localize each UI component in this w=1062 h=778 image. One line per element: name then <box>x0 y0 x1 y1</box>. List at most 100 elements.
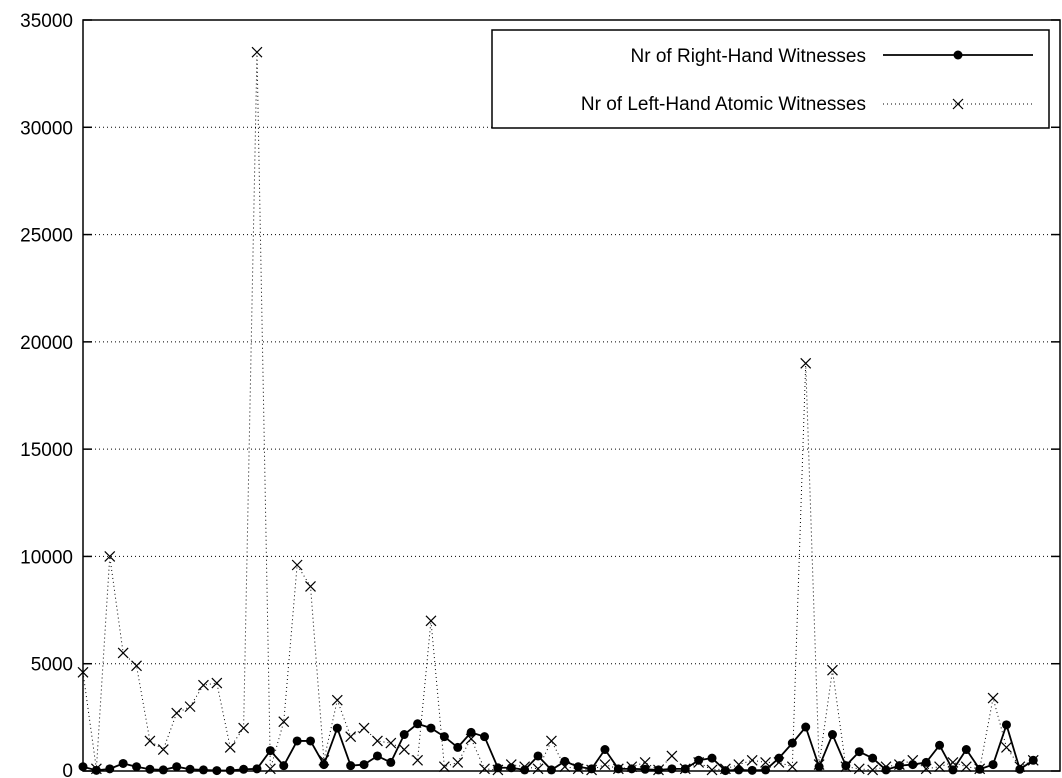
series-point <box>117 647 129 659</box>
series-line <box>82 721 1034 772</box>
grid-lines <box>83 126 1060 665</box>
series-point <box>493 763 503 773</box>
series-point <box>948 765 958 775</box>
series-point <box>801 722 811 732</box>
series-point <box>760 756 771 768</box>
series-point <box>425 615 437 627</box>
legend-label-right-hand: Nr of Right-Hand Witnesses <box>631 46 866 67</box>
plot-series <box>77 46 1039 776</box>
series-point <box>452 756 464 768</box>
legend-box <box>491 29 1050 129</box>
legend-label-left-hand: Nr of Left-Hand Atomic Witnesses <box>581 94 866 115</box>
series-point <box>239 764 249 774</box>
series-point <box>453 742 463 752</box>
series-point <box>707 753 717 763</box>
legend: Nr of Right-Hand Witnesses Nr of Left-Ha… <box>491 29 1050 129</box>
series-point <box>292 736 302 746</box>
series-point <box>653 765 663 775</box>
series-point <box>346 761 356 771</box>
series-point <box>532 763 544 775</box>
legend-swatch-right-hand <box>883 50 1033 60</box>
series-point <box>961 745 971 755</box>
series-left-hand <box>77 46 1039 776</box>
series-point <box>694 755 704 765</box>
series-point <box>960 761 972 773</box>
y-tick-label: 25000 <box>20 226 73 247</box>
series-point <box>706 764 718 776</box>
series-point <box>319 760 329 770</box>
series-point <box>921 757 931 767</box>
series-point <box>1015 764 1025 774</box>
series-point <box>399 730 409 740</box>
series-point <box>734 765 744 775</box>
y-tick-label: 35000 <box>20 11 73 32</box>
series-point <box>746 754 758 766</box>
series-point <box>157 744 169 755</box>
series-point <box>385 737 397 749</box>
series-point <box>599 759 611 770</box>
series-point <box>666 750 678 762</box>
series-point <box>640 764 650 774</box>
series-point <box>894 761 904 771</box>
series-point <box>1001 741 1012 753</box>
series-point <box>787 738 797 748</box>
series-point <box>520 765 530 775</box>
series-point <box>345 731 357 743</box>
series-point <box>573 762 583 772</box>
y-tick-label: 15000 <box>20 440 73 461</box>
series-point <box>251 46 263 58</box>
series-point <box>105 764 115 774</box>
series-point <box>827 664 838 676</box>
series-point <box>827 730 837 740</box>
series-point <box>952 98 964 110</box>
y-tick-label: 0 <box>62 761 73 778</box>
series-point <box>104 551 116 562</box>
series-point <box>627 764 637 774</box>
y-tick-label: 20000 <box>20 333 73 354</box>
series-point <box>252 764 262 774</box>
series-point <box>479 763 490 775</box>
series-point <box>264 763 276 775</box>
series-point <box>132 762 142 772</box>
series-point <box>800 357 812 369</box>
series-point <box>158 765 168 775</box>
series-point <box>398 744 410 755</box>
series-point <box>761 765 771 775</box>
series-point <box>854 747 864 757</box>
y-axis-ticks: 0 5000 10000 15000 20000 25000 30000 35000 <box>20 11 1060 778</box>
series-point <box>305 581 316 592</box>
series-point <box>667 764 677 774</box>
series-point <box>774 753 784 763</box>
series-point <box>908 760 918 770</box>
series-point <box>198 765 208 775</box>
series-point <box>600 745 610 755</box>
series-point <box>935 740 945 750</box>
series-point <box>131 660 142 672</box>
series-point <box>546 735 557 747</box>
series-point <box>853 763 865 775</box>
series-point <box>359 760 369 770</box>
series-point <box>332 723 342 733</box>
series-point <box>533 751 543 761</box>
series-point <box>278 716 290 728</box>
series-point <box>988 760 998 770</box>
series-point <box>934 761 945 773</box>
series-point <box>265 746 275 756</box>
series-point <box>881 765 891 775</box>
series-point <box>975 764 985 774</box>
series-point <box>1001 720 1011 730</box>
series-point <box>560 756 570 766</box>
series-point <box>118 758 128 768</box>
series-point <box>868 753 878 763</box>
series-point <box>172 762 182 772</box>
series-point <box>279 761 289 771</box>
series-point <box>546 765 556 775</box>
series-point <box>413 719 423 729</box>
series-point <box>372 751 382 761</box>
series-point <box>639 756 651 768</box>
series-point <box>224 741 236 753</box>
series-point <box>953 50 963 60</box>
series-point <box>171 707 183 719</box>
series-point <box>480 732 490 742</box>
series-point <box>358 722 370 734</box>
